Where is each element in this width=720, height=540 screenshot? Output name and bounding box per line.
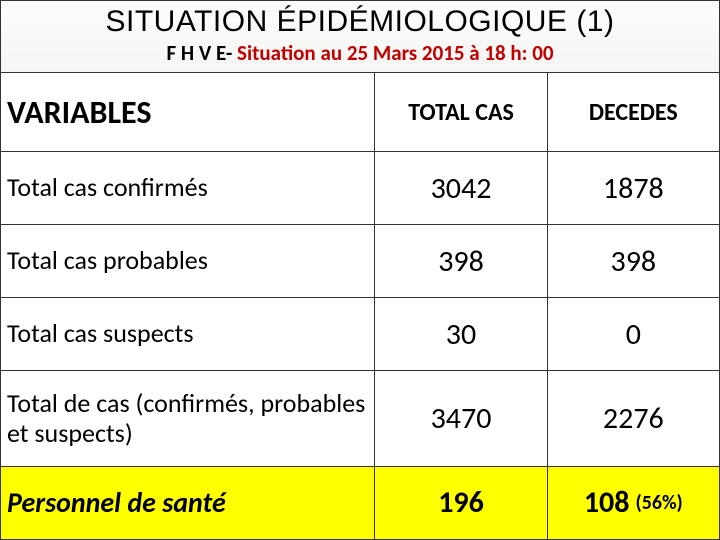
subtitle: F H V E- Situation au 25 Mars 2015 à 18 …	[9, 40, 711, 66]
table-cell-total-cas: 3470	[374, 371, 546, 467]
table-row-label: Personnel de santé	[1, 467, 374, 539]
table-cell-decedes: 0	[547, 298, 719, 371]
table-cell-total-cas: 30	[374, 298, 546, 371]
epi-table: VARIABLES TOTAL CAS DECEDES Total cas co…	[1, 73, 719, 539]
decedes-value: 108	[584, 484, 630, 521]
table-cell-decedes: 2276	[547, 371, 719, 467]
table-cell-decedes: 398	[547, 225, 719, 298]
subtitle-date: Situation au 25 Mars 2015 à 18 h: 00	[237, 40, 553, 66]
subtitle-acronym: F H V E-	[166, 40, 237, 66]
col-header-variables: VARIABLES	[1, 73, 374, 152]
slide: SITUATION ÉPIDÉMIOLOGIQUE (1) F H V E- S…	[0, 0, 720, 540]
table-row-label: Total de cas (confirmés, probables et su…	[1, 371, 374, 467]
table-cell-total-cas: 3042	[374, 152, 546, 225]
table-row-label: Total cas suspects	[1, 298, 374, 371]
table-row-label: Total cas probables	[1, 225, 374, 298]
title-block: SITUATION ÉPIDÉMIOLOGIQUE (1) F H V E- S…	[1, 1, 719, 73]
col-header-total-cas: TOTAL CAS	[374, 73, 546, 152]
table-row-label: Total cas confirmés	[1, 152, 374, 225]
decedes-percent: (56%)	[635, 491, 682, 515]
table-cell-decedes: 108 (56%)	[547, 467, 719, 539]
col-header-decedes: DECEDES	[547, 73, 719, 152]
table-cell-decedes: 1878	[547, 152, 719, 225]
table-cell-total-cas: 398	[374, 225, 546, 298]
table-cell-total-cas: 196	[374, 467, 546, 539]
page-title: SITUATION ÉPIDÉMIOLOGIQUE (1)	[9, 5, 711, 38]
